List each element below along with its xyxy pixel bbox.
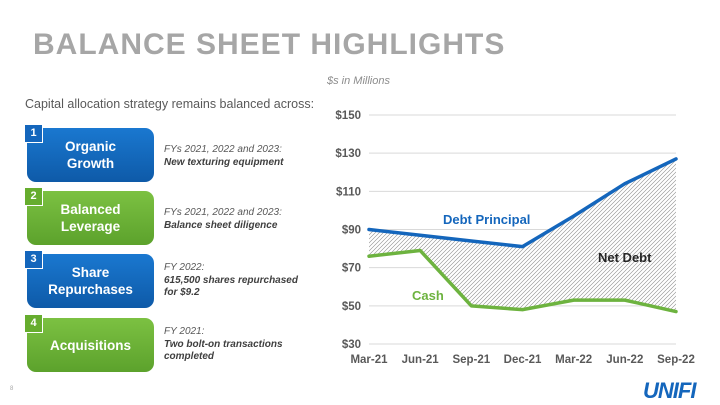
x-tick-label: Dec-21 <box>504 354 542 366</box>
organic-growth-box: 1 Organic Growth <box>24 124 154 182</box>
desc-line3: completed <box>164 351 215 362</box>
share-repurchases-description: FY 2022: 615,500 shares repurchased for … <box>164 262 314 300</box>
desc-line2: 615,500 shares repurchased <box>164 274 298 286</box>
cash-point <box>674 310 678 314</box>
y-tick-label: $90 <box>342 225 361 237</box>
desc-line2: Balance sheet diligence <box>164 219 278 231</box>
item-number-badge: 3 <box>24 250 43 269</box>
desc-line3: for $9.2 <box>164 287 200 298</box>
debt-principal-point <box>521 245 524 249</box>
debt-principal-point <box>674 157 678 161</box>
net-debt-label: Net Debt <box>598 250 652 265</box>
x-tick-label: Mar-22 <box>555 354 592 366</box>
item-number-badge: 2 <box>24 187 43 206</box>
cash-point <box>623 298 627 302</box>
cash-point <box>469 304 473 308</box>
desc-line1: FYs 2021, 2022 and 2023: <box>164 207 282 218</box>
organic-growth-description: FYs 2021, 2022 and 2023: New texturing e… <box>164 144 314 169</box>
debt-principal-point <box>572 214 576 218</box>
desc-line2: Two bolt-on transactions <box>164 338 283 350</box>
acquisitions-description: FY 2021: Two bolt-on transactions comple… <box>164 326 314 364</box>
cash-point <box>572 298 576 302</box>
y-tick-label: $50 <box>342 301 361 313</box>
debt-principal-point <box>367 228 371 231</box>
desc-line1: FYs 2021, 2022 and 2023: <box>164 144 282 155</box>
item-label-line1: Organic <box>64 139 116 154</box>
item-label-line2: Leverage <box>60 219 121 234</box>
item-label-line1: Share <box>71 265 110 280</box>
desc-line1: FY 2022: <box>164 262 205 273</box>
x-tick-label: Sep-22 <box>657 354 695 366</box>
debt-principal-point <box>418 233 422 237</box>
item-label-line1: Balanced <box>60 202 121 217</box>
intro-text: Capital allocation strategy remains bala… <box>25 97 315 111</box>
x-tick-label: Jun-21 <box>402 354 440 366</box>
x-tick-label: Jun-22 <box>606 354 643 366</box>
y-tick-label: $70 <box>342 263 361 275</box>
item-label-line2: Repurchases <box>48 282 133 297</box>
desc-line1: FY 2021: <box>164 326 205 337</box>
balanced-leverage-box: 2 Balanced Leverage <box>24 187 154 245</box>
slide-number: 8 <box>10 386 14 392</box>
unifi-logo: UNIFI <box>643 378 696 403</box>
debt-principal-label: Debt Principal <box>443 212 530 227</box>
acquisitions-box: 4 Acquisitions <box>24 314 154 372</box>
item-number-badge: 1 <box>24 124 43 143</box>
x-tick-label: Mar-21 <box>350 354 388 366</box>
debt-principal-point <box>469 239 473 243</box>
units-label: $s in Millions <box>327 75 390 87</box>
y-tick-label: $110 <box>336 186 361 198</box>
cash-point <box>418 248 422 252</box>
y-tick-label: $150 <box>335 110 361 122</box>
cash-point <box>367 254 371 258</box>
share-repurchases-box: 3 Share Repurchases <box>24 250 154 308</box>
item-number-badge: 4 <box>24 314 43 333</box>
desc-line2: New texturing equipment <box>164 156 284 168</box>
page-title: BALANCE SHEET HIGHLIGHTS <box>33 28 506 61</box>
net-debt-area <box>369 158 676 312</box>
balanced-leverage-description: FYs 2021, 2022 and 2023: Balance sheet d… <box>164 207 314 232</box>
cash-point <box>521 308 524 312</box>
cash-label: Cash <box>412 288 444 303</box>
x-tick-label: Sep-21 <box>452 354 490 366</box>
item-label-line2: Growth <box>66 156 115 171</box>
y-tick-label: $130 <box>335 148 361 160</box>
y-tick-label: $30 <box>342 339 361 351</box>
item-label-line1: Acquisitions <box>49 337 131 353</box>
debt-principal-point <box>623 182 627 186</box>
